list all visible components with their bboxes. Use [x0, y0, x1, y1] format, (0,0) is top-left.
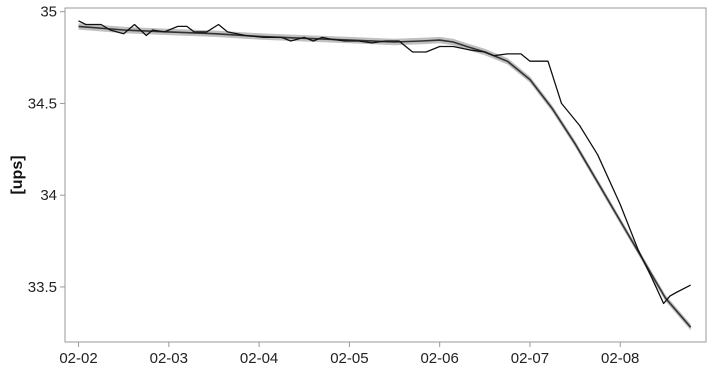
axis-ticks: 02-02 02-03 02-04 02-05 02-06 02-07 02-08 33.5 3… [28, 4, 640, 367]
y-tick-label: 34 [40, 187, 57, 204]
x-tick-label: 02-03 [150, 350, 188, 367]
x-tick-label: 02-07 [511, 350, 549, 367]
x-tick-label: 02-06 [420, 350, 458, 367]
x-tick-label: 02-05 [330, 350, 368, 367]
raw-series-line [78, 20, 691, 305]
y-tick-label: 35 [40, 4, 57, 21]
plot-panel [64, 7, 707, 343]
y-tick-label: 33.5 [28, 279, 57, 296]
x-tick-label: 02-08 [601, 350, 639, 367]
y-tick-label: 34.5 [28, 95, 57, 112]
x-tick-label: 02-02 [59, 350, 97, 367]
series-lines [78, 20, 692, 328]
y-axis-label: [ups] [9, 155, 26, 194]
smooth-trend-line [78, 25, 692, 328]
x-tick-label: 02-04 [240, 350, 278, 367]
